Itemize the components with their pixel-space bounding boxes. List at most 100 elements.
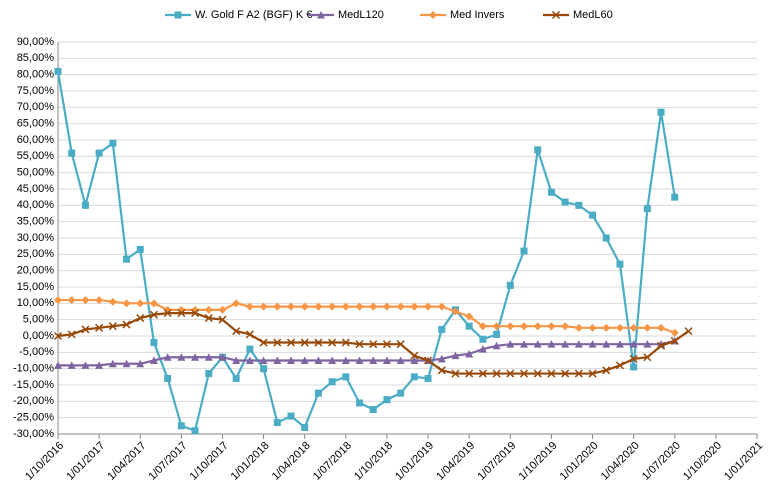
marker xyxy=(149,356,158,364)
marker xyxy=(191,353,200,361)
y-tick-label: 90,00% xyxy=(17,36,55,48)
x-tick-label: 1/07/2020 xyxy=(640,440,683,483)
marker xyxy=(465,322,473,330)
y-tick-label: 30,00% xyxy=(17,232,55,244)
marker xyxy=(356,399,364,407)
marker xyxy=(534,146,542,154)
marker xyxy=(95,296,104,305)
legend-item: W. Gold F A2 (BGF) K € xyxy=(165,9,312,21)
marker xyxy=(533,340,542,348)
legend-item: Med Invers xyxy=(420,9,505,21)
marker xyxy=(533,322,542,331)
x-tick-label: 1/04/2020 xyxy=(599,440,642,483)
series xyxy=(53,309,693,378)
marker xyxy=(383,396,391,404)
x-tick-label: 1/07/2018 xyxy=(311,440,354,483)
marker xyxy=(424,356,433,365)
marker xyxy=(205,370,213,378)
marker xyxy=(164,374,172,382)
marker xyxy=(204,353,213,361)
x-tick-label: 1/01/2018 xyxy=(229,440,272,483)
marker xyxy=(54,296,62,305)
marker xyxy=(232,356,241,364)
x-tick-label: 1/07/2017 xyxy=(146,440,189,483)
marker xyxy=(232,374,240,382)
marker xyxy=(259,338,268,347)
marker xyxy=(506,322,515,331)
legend-label: Med Invers xyxy=(450,9,505,21)
marker xyxy=(95,361,104,369)
marker xyxy=(588,323,597,332)
marker xyxy=(684,327,693,336)
marker xyxy=(478,345,487,353)
marker xyxy=(657,108,665,116)
marker xyxy=(163,353,172,361)
marker xyxy=(410,302,419,311)
marker xyxy=(479,335,487,343)
y-tick-label: 50,00% xyxy=(17,167,55,179)
x-tick-label: 1/10/2019 xyxy=(516,440,559,483)
marker xyxy=(341,356,350,364)
series xyxy=(54,67,679,435)
marker xyxy=(245,330,254,339)
y-tick-label: 25,00% xyxy=(17,248,55,260)
marker xyxy=(123,255,131,263)
marker xyxy=(273,419,281,427)
marker xyxy=(273,338,282,347)
marker xyxy=(328,338,337,347)
marker xyxy=(465,369,474,378)
marker xyxy=(561,322,570,331)
x-tick-label: 1/01/2017 xyxy=(64,440,107,483)
y-tick-label: -30,00% xyxy=(13,428,54,440)
marker xyxy=(342,373,350,381)
marker xyxy=(341,302,350,311)
marker xyxy=(602,323,611,332)
marker xyxy=(149,299,158,308)
marker xyxy=(68,149,76,157)
x-tick-label: 1/04/2019 xyxy=(434,440,477,483)
marker xyxy=(424,302,433,311)
marker xyxy=(520,322,528,331)
marker xyxy=(136,314,145,323)
y-tick-label: 55,00% xyxy=(17,150,55,162)
y-tick-label: 40,00% xyxy=(17,199,55,211)
marker xyxy=(177,422,185,430)
marker xyxy=(122,320,131,329)
marker xyxy=(616,260,624,268)
marker xyxy=(465,349,474,358)
y-tick-label: -10,00% xyxy=(13,363,54,375)
marker xyxy=(506,281,514,289)
marker xyxy=(136,245,144,253)
x-tick-label: 1/10/2018 xyxy=(352,440,395,483)
marker xyxy=(520,340,528,348)
marker xyxy=(671,193,679,201)
x-tick-label: 1/10/2016 xyxy=(23,440,66,483)
marker xyxy=(547,322,556,331)
marker xyxy=(95,323,104,332)
marker xyxy=(602,234,610,242)
marker xyxy=(54,67,62,75)
series-line xyxy=(56,71,676,433)
marker xyxy=(81,296,90,305)
marker xyxy=(95,149,103,157)
marker xyxy=(429,11,437,19)
marker xyxy=(286,338,296,347)
marker xyxy=(561,340,570,348)
marker xyxy=(615,361,624,370)
y-tick-label: 20,00% xyxy=(17,265,55,277)
marker xyxy=(260,365,268,373)
marker xyxy=(657,323,666,332)
marker xyxy=(174,11,182,19)
marker xyxy=(438,325,446,333)
marker xyxy=(602,340,611,348)
marker xyxy=(629,323,638,332)
marker xyxy=(122,299,131,308)
y-tick-label: -5,00% xyxy=(19,346,54,358)
y-tick-label: 70,00% xyxy=(17,101,55,113)
marker xyxy=(150,339,158,347)
marker xyxy=(547,340,556,348)
marker xyxy=(369,406,377,413)
marker xyxy=(232,327,241,336)
marker xyxy=(615,340,624,348)
marker xyxy=(492,341,501,350)
